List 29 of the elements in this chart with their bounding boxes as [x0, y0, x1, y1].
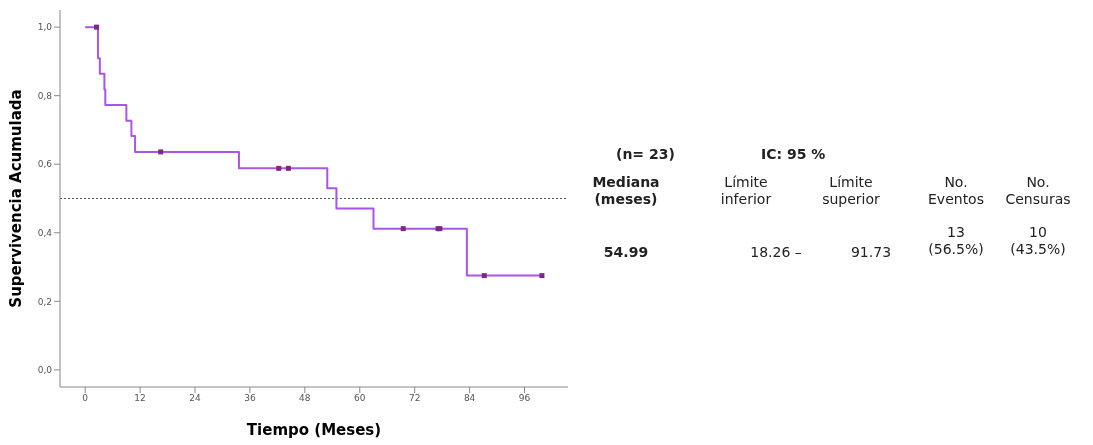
x-tick-label: 12: [134, 393, 146, 404]
text: 10 (43.5%): [1009, 224, 1067, 258]
x-tick-label: 96: [518, 393, 531, 404]
y-tick-label: 1,0: [37, 22, 53, 33]
text: IC: 95 %: [761, 146, 827, 163]
x-tick-label: 60: [354, 393, 366, 404]
y-axis-title: Supervivencia Acumulada: [7, 89, 26, 308]
text: Límite inferior: [719, 174, 773, 208]
x-tick-label: 48: [299, 393, 311, 404]
text: No. Eventos: [927, 174, 985, 208]
text: No. Censuras: [1004, 174, 1072, 208]
text: Mediana (meses): [591, 174, 661, 208]
y-tick-label: 0,2: [37, 296, 52, 307]
x-axis-title: Tiempo (Meses): [246, 421, 382, 439]
x-tick-label: 0: [82, 393, 89, 404]
text: 13 (56.5%): [927, 224, 985, 258]
x-tick-label: 36: [244, 393, 256, 404]
y-tick-label: 0,0: [37, 365, 53, 376]
text: (n= 23): [616, 146, 676, 163]
text: 54.99: [602, 244, 650, 261]
x-tick-label: 72: [408, 393, 421, 404]
x-tick-label: 84: [463, 393, 476, 404]
y-tick-label: 0,6: [37, 159, 53, 170]
y-tick-label: 0,4: [37, 227, 53, 238]
y-tick-label: 0,8: [37, 90, 53, 101]
text: 91.73: [849, 244, 893, 261]
text: 18.26 –: [749, 244, 803, 261]
text: Límite superior: [821, 174, 881, 208]
x-tick-label: 24: [189, 393, 202, 404]
